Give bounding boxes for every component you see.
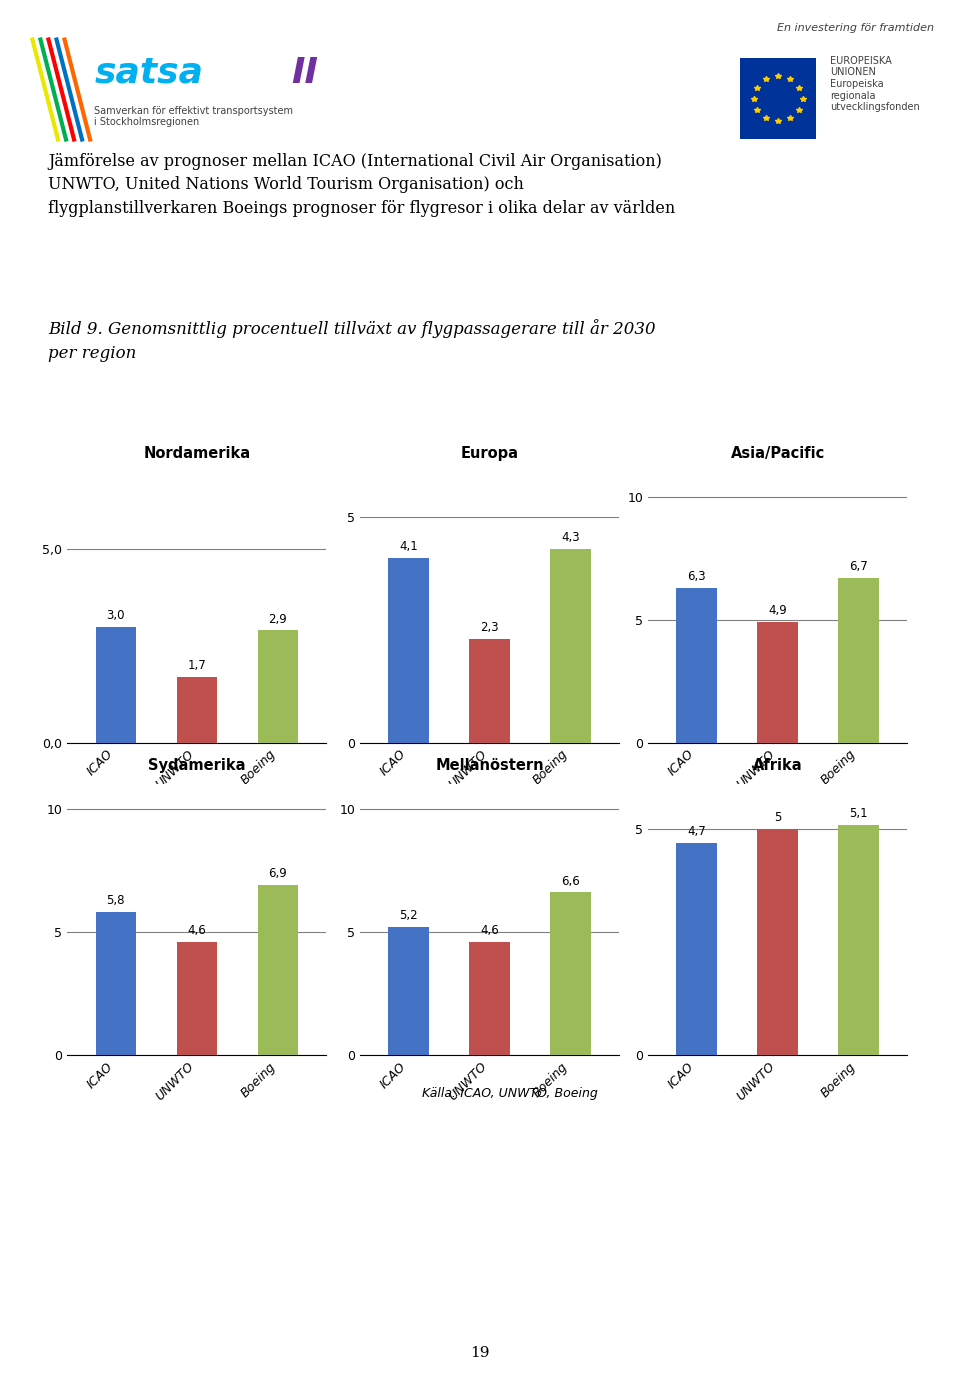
Text: 4,1: 4,1 xyxy=(399,540,418,552)
Title: Afrika: Afrika xyxy=(753,758,803,773)
Bar xyxy=(257,630,298,743)
Text: 6,6: 6,6 xyxy=(562,874,580,887)
Text: 4,3: 4,3 xyxy=(562,530,580,544)
Text: 5,2: 5,2 xyxy=(399,909,418,922)
Bar xyxy=(838,824,878,1055)
Bar xyxy=(757,830,798,1055)
Text: 6,3: 6,3 xyxy=(687,569,706,583)
Text: Bild 9. Genomsnittlig procentuell tillväxt av flygpassagerare till år 2030
per r: Bild 9. Genomsnittlig procentuell tillvä… xyxy=(48,319,656,362)
Bar xyxy=(677,587,717,743)
Title: Asia/Pacific: Asia/Pacific xyxy=(731,446,825,461)
Text: 6,7: 6,7 xyxy=(850,559,868,573)
Bar xyxy=(469,941,510,1055)
Text: 4,6: 4,6 xyxy=(480,924,499,937)
Text: 4,9: 4,9 xyxy=(768,604,787,618)
Text: 3,0: 3,0 xyxy=(107,609,125,622)
Bar xyxy=(469,638,510,743)
Title: Sydamerika: Sydamerika xyxy=(148,758,246,773)
Title: Nordamerika: Nordamerika xyxy=(143,446,251,461)
Bar xyxy=(177,677,217,743)
Bar xyxy=(96,912,136,1055)
Text: 4,7: 4,7 xyxy=(687,824,706,838)
Text: satsa: satsa xyxy=(94,56,204,90)
Text: II: II xyxy=(292,56,319,90)
Text: Jämförelse av prognoser mellan ICAO (International Civil Air Organisation)
UNWTO: Jämförelse av prognoser mellan ICAO (Int… xyxy=(48,153,675,217)
Text: 19: 19 xyxy=(470,1346,490,1360)
Text: Källa: ICAO, UNWTO, Boeing: Källa: ICAO, UNWTO, Boeing xyxy=(422,1087,598,1099)
Text: 1,7: 1,7 xyxy=(187,659,206,672)
Title: Europa: Europa xyxy=(461,446,518,461)
Bar xyxy=(838,577,878,743)
Text: EUROPEISKA
UNIONEN
Europeiska
regionala
utvecklingsfonden: EUROPEISKA UNIONEN Europeiska regionala … xyxy=(830,56,920,112)
Text: 6,9: 6,9 xyxy=(269,868,287,880)
Bar xyxy=(389,927,429,1055)
Bar xyxy=(550,548,590,743)
Text: 2,9: 2,9 xyxy=(269,612,287,626)
Bar xyxy=(757,622,798,743)
Bar xyxy=(677,843,717,1055)
Text: En investering för framtiden: En investering för framtiden xyxy=(777,24,934,33)
Text: Samverkan för effektivt transportsystem
i Stockholmsregionen: Samverkan för effektivt transportsystem … xyxy=(94,105,294,128)
Bar xyxy=(177,941,217,1055)
Text: 2,3: 2,3 xyxy=(480,620,499,634)
Bar xyxy=(389,558,429,743)
Text: 5,1: 5,1 xyxy=(850,806,868,820)
Bar xyxy=(257,886,298,1055)
Text: 4,6: 4,6 xyxy=(187,924,206,937)
Title: Mellanöstern: Mellanöstern xyxy=(435,758,544,773)
Text: 5: 5 xyxy=(774,812,781,824)
Bar xyxy=(550,892,590,1055)
Text: 5,8: 5,8 xyxy=(107,894,125,908)
Bar xyxy=(96,626,136,743)
